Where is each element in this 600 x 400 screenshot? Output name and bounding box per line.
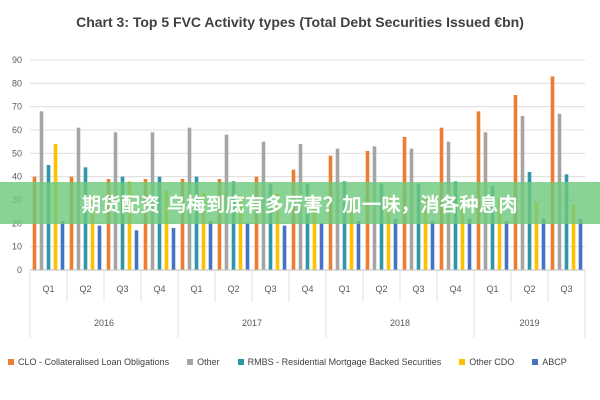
legend-swatch	[532, 359, 539, 365]
legend-item: Other CDO	[459, 357, 514, 367]
x-tick-label: Q3	[116, 284, 128, 294]
bar-4-3	[127, 181, 132, 270]
legend-swatch	[459, 359, 466, 365]
legend-swatch	[237, 359, 244, 365]
bar-5-6	[245, 223, 250, 270]
x-tick-label: Q3	[412, 284, 424, 294]
bar-5-13	[504, 221, 509, 270]
bar-5-9	[356, 221, 361, 270]
legend-label: Other CDO	[469, 357, 515, 367]
y-tick-label: 50	[12, 148, 22, 158]
y-tick-label: 10	[12, 242, 22, 252]
x-tick-label: Q4	[153, 284, 165, 294]
bar-5-14	[541, 218, 546, 270]
bar-1-6	[217, 179, 222, 270]
x-tick-label: Q3	[264, 284, 276, 294]
x-axis: Q1 Q2 Q3 Q4 Q1 Q2 Q3 Q4 Q1 Q2 Q3 Q4 Q1 Q2 Q3 2016 2017 20…	[29, 269, 586, 338]
x-tick-label: Q2	[79, 284, 91, 294]
x-tick-label: Q2	[227, 284, 239, 294]
bar-1-3	[106, 179, 111, 270]
legend-item: Other	[187, 357, 220, 367]
bar-5-5	[208, 221, 213, 270]
x-tick-label: Q2	[375, 284, 387, 294]
y-tick-label: 40	[12, 172, 22, 182]
y-axis: 0102030405060708090	[12, 55, 22, 275]
bar-3-7	[268, 183, 273, 270]
legend-item: CLO - Collateralised Loan Obligations	[8, 357, 169, 367]
bar-4-10	[386, 195, 391, 270]
bar-4-13	[497, 197, 502, 270]
bar-5-2	[97, 225, 102, 270]
bar-5-11	[430, 221, 435, 270]
x-tick-label: Q2	[523, 284, 535, 294]
bar-5-1	[60, 221, 65, 270]
bar-4-6	[238, 195, 243, 270]
legend-label: ABCP	[542, 357, 567, 367]
x-tick-label: Q4	[301, 284, 313, 294]
x-tick-label: Q3	[560, 284, 572, 294]
bar-4-12	[460, 197, 465, 270]
bar-1-4	[143, 179, 148, 270]
bar-5-3	[134, 230, 139, 270]
chart-title: Chart 3: Top 5 FVC Activity types (Total…	[76, 14, 524, 30]
bar-5-15	[578, 218, 583, 270]
legend-swatch	[8, 359, 14, 365]
x-tick-label: Q1	[338, 284, 350, 294]
bar-3-10	[379, 183, 384, 270]
bar-4-4	[164, 190, 169, 270]
bar-3-9	[342, 181, 347, 270]
bar-3-13	[490, 186, 495, 270]
bar-series	[32, 76, 583, 271]
bar-1-15	[550, 76, 555, 270]
x-tick-label: Q1	[42, 284, 54, 294]
bar-5-10	[393, 218, 398, 270]
x-group-label: 2019	[519, 318, 539, 328]
legend-item: RMBS - Residential Mortgage Backed Secur…	[237, 357, 442, 367]
x-tick-label: Q4	[449, 284, 461, 294]
legend-item: ABCP	[532, 357, 567, 367]
x-tick-label: Q1	[486, 284, 498, 294]
x-group-label: 2017	[242, 318, 262, 328]
y-tick-label: 70	[12, 102, 22, 112]
bar-4-9	[349, 202, 354, 270]
y-tick-label: 90	[12, 55, 22, 65]
bar-5-4	[171, 228, 176, 270]
legend: CLO - Collateralised Loan Obligations Oth…	[8, 352, 598, 372]
x-tick-label: Q1	[190, 284, 202, 294]
y-tick-label: 80	[12, 78, 22, 88]
bar-4-5	[201, 193, 206, 270]
y-tick-label: 60	[12, 125, 22, 135]
bar-4-14	[534, 202, 539, 270]
legend-label: RMBS - Residential Mortgage Backed Secur…	[247, 357, 442, 367]
bar-5-8	[319, 223, 324, 270]
x-group-label: 2018	[390, 318, 410, 328]
bar-4-15	[571, 204, 576, 270]
legend-swatch	[187, 359, 194, 365]
x-group-label: 2016	[94, 318, 114, 328]
bar-3-8	[305, 183, 310, 270]
bar-4-8	[312, 195, 317, 270]
bar-5-7	[282, 225, 287, 270]
bar-3-12	[453, 181, 458, 270]
legend-label: CLO - Collateralised Loan Obligations	[18, 357, 170, 367]
overlay-text: 期货配资 乌梅到底有多厉害？加一味，消各种息肉	[81, 193, 519, 216]
y-tick-label: 0	[17, 265, 22, 275]
overlay-banner: 期货配资 乌梅到底有多厉害？加一味，消各种息肉	[0, 182, 600, 224]
bar-4-11	[423, 197, 428, 270]
bar-3-6	[231, 181, 236, 270]
bar-1-5	[180, 179, 185, 270]
bar-5-12	[467, 218, 472, 270]
legend-label: Other	[197, 357, 220, 367]
bar-3-11	[416, 183, 421, 270]
bar-4-7	[275, 193, 280, 270]
bar-4-2	[90, 195, 95, 270]
